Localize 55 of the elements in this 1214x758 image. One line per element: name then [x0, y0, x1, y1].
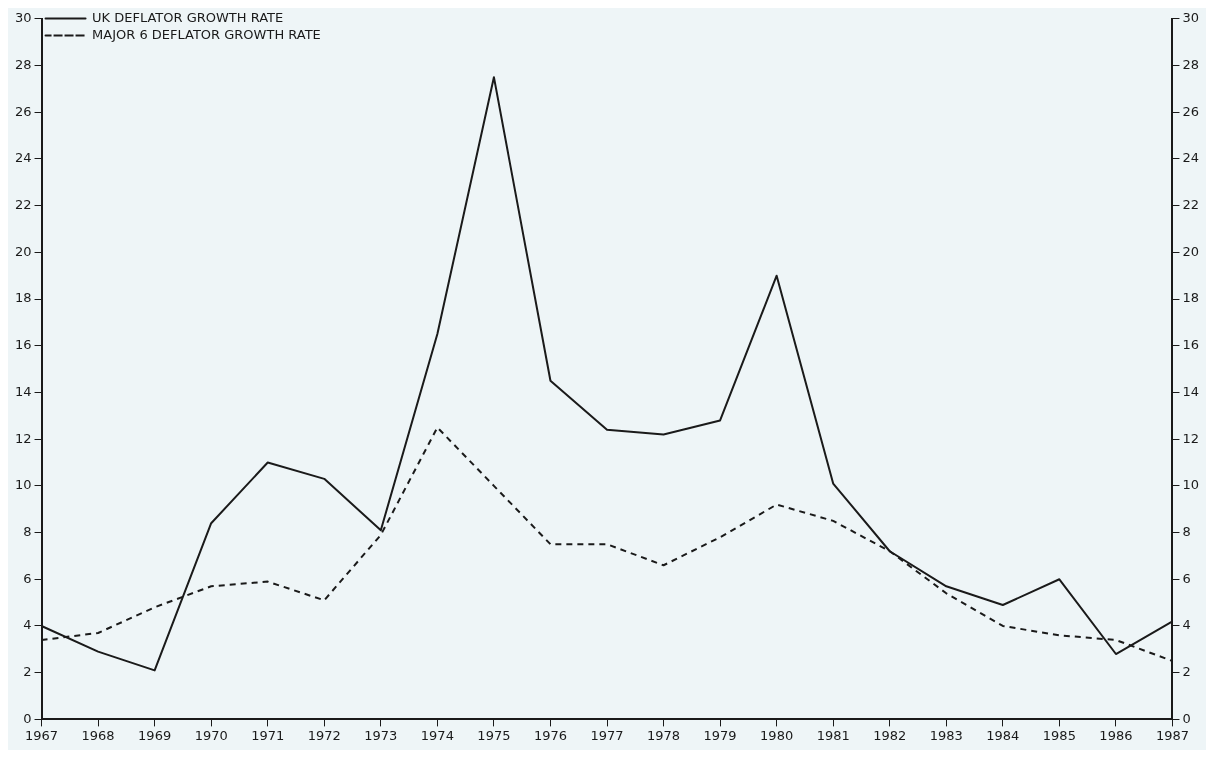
legend-label: MAJOR 6 DEFLATOR GROWTH RATE — [92, 26, 321, 42]
y2-tick-label: 8 — [1182, 523, 1191, 539]
y-tick-label: 10 — [15, 477, 32, 493]
y2-tick-label: 30 — [1182, 10, 1199, 26]
x-tick-label: 1987 — [1155, 727, 1189, 743]
y2-tick-label: 16 — [1182, 337, 1199, 353]
y-tick-label: 16 — [15, 337, 32, 353]
legend-label: UK DEFLATOR GROWTH RATE — [92, 9, 284, 25]
y2-tick-label: 0 — [1182, 710, 1191, 726]
y2-tick-label: 28 — [1182, 56, 1199, 72]
y-tick-label: 12 — [15, 430, 32, 446]
x-tick-label: 1985 — [1042, 727, 1076, 743]
y-tick-label: 24 — [15, 150, 32, 166]
x-tick-label: 1968 — [81, 727, 115, 743]
x-tick-label: 1970 — [194, 727, 228, 743]
y2-tick-label: 12 — [1182, 430, 1199, 446]
y2-tick-label: 10 — [1182, 477, 1199, 493]
y-tick-label: 22 — [15, 197, 32, 212]
x-tick-label: 1975 — [477, 727, 511, 743]
x-tick-label: 1979 — [703, 727, 737, 743]
x-tick-label: 1982 — [873, 727, 907, 743]
x-tick-label: 1974 — [420, 727, 454, 743]
y2-tick-label: 14 — [1182, 383, 1199, 399]
y2-tick-label: 20 — [1182, 243, 1199, 259]
y-tick-label: 26 — [15, 103, 32, 119]
x-tick-label: 1972 — [307, 727, 341, 743]
x-tick-label: 1973 — [364, 727, 398, 743]
y-tick-label: 8 — [23, 523, 32, 539]
x-tick-label: 1969 — [138, 727, 172, 743]
y-tick-label: 28 — [15, 56, 32, 72]
y-tick-label: 2 — [23, 664, 32, 680]
x-tick-label: 1984 — [986, 727, 1020, 743]
x-tick-label: 1978 — [647, 727, 681, 743]
y2-tick-label: 22 — [1182, 197, 1199, 212]
x-tick-label: 1986 — [1099, 727, 1133, 743]
x-tick-label: 1967 — [25, 727, 59, 743]
y2-tick-label: 4 — [1182, 617, 1191, 633]
y2-tick-label: 2 — [1182, 664, 1191, 680]
y2-tick-label: 26 — [1182, 103, 1199, 119]
x-tick-label: 1983 — [929, 727, 963, 743]
x-tick-label: 1981 — [816, 727, 850, 743]
y-tick-label: 20 — [15, 243, 32, 259]
x-tick-label: 1977 — [590, 727, 624, 743]
x-tick-label: 1976 — [533, 727, 567, 743]
y2-tick-label: 24 — [1182, 150, 1199, 166]
y-tick-label: 18 — [15, 290, 32, 306]
y-tick-label: 14 — [15, 383, 32, 399]
x-tick-label: 1971 — [251, 727, 285, 743]
y-tick-label: 30 — [15, 10, 32, 26]
x-tick-label: 1980 — [760, 727, 794, 743]
y-tick-label: 4 — [23, 617, 32, 633]
y2-tick-label: 6 — [1182, 570, 1191, 586]
y2-tick-label: 18 — [1182, 290, 1199, 306]
y-tick-label: 6 — [23, 570, 32, 586]
y-tick-label: 0 — [23, 710, 32, 726]
